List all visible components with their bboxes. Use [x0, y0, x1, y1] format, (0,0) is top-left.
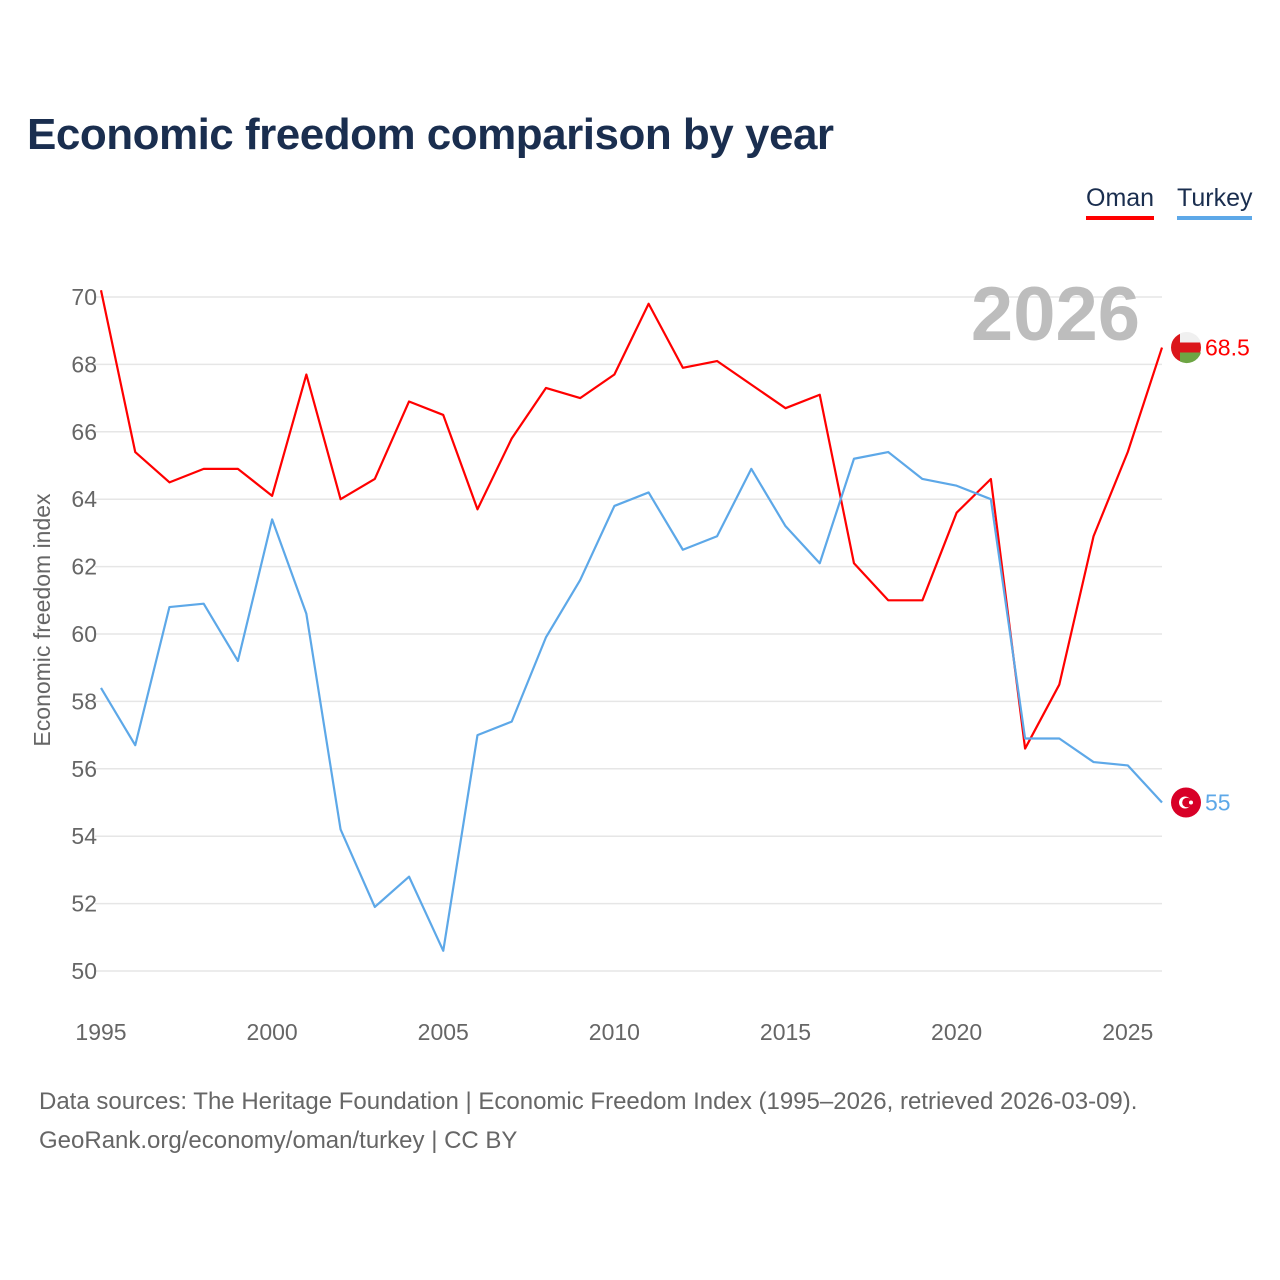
y-tick-label: 52: [71, 891, 97, 917]
series-line-turkey: [100, 450, 1163, 952]
end-value-label-turkey: 55: [1205, 790, 1231, 816]
y-tick-label: 70: [71, 284, 97, 310]
turkey-flag-crescent-cut: [1182, 797, 1192, 808]
y-tick-label: 66: [71, 419, 97, 445]
y-tick-label: 50: [71, 958, 97, 984]
y-tick-label: 60: [71, 621, 97, 647]
y-tick-label: 62: [71, 554, 97, 580]
oman-flag-green: [1180, 352, 1201, 364]
legend-item-turkey[interactable]: Turkey: [1177, 184, 1253, 220]
x-tick-label: 2000: [247, 1019, 298, 1045]
footer-sources: Data sources: The Heritage Foundation | …: [39, 1088, 1138, 1115]
y-tick-label: 68: [71, 351, 97, 377]
x-tick-label: 2005: [418, 1019, 469, 1045]
current-year-watermark: 2026: [971, 272, 1140, 357]
x-tick-label: 2025: [1102, 1019, 1153, 1045]
y-tick-label: 58: [71, 688, 97, 714]
chart-title: Economic freedom comparison by year: [27, 110, 834, 159]
x-tick-label: 2020: [931, 1019, 982, 1045]
end-value-label-oman: 68.5: [1205, 335, 1250, 361]
x-tick-label: 2010: [589, 1019, 640, 1045]
footer-credit: GeoRank.org/economy/oman/turkey | CC BY: [39, 1127, 518, 1154]
y-tick-label: 56: [71, 756, 97, 782]
legend-item-oman[interactable]: Oman: [1086, 184, 1155, 220]
series-line-oman: [99, 290, 1164, 750]
x-tick-label: 1995: [75, 1019, 126, 1045]
oman-flag-white: [1171, 331, 1201, 343]
turkey-flag-star: [1189, 800, 1193, 805]
y-tick-label: 64: [71, 486, 97, 512]
x-tick-label: 2015: [760, 1019, 811, 1045]
y-axis-label: Economic freedom index: [29, 493, 55, 747]
y-tick-label: 54: [71, 823, 97, 849]
